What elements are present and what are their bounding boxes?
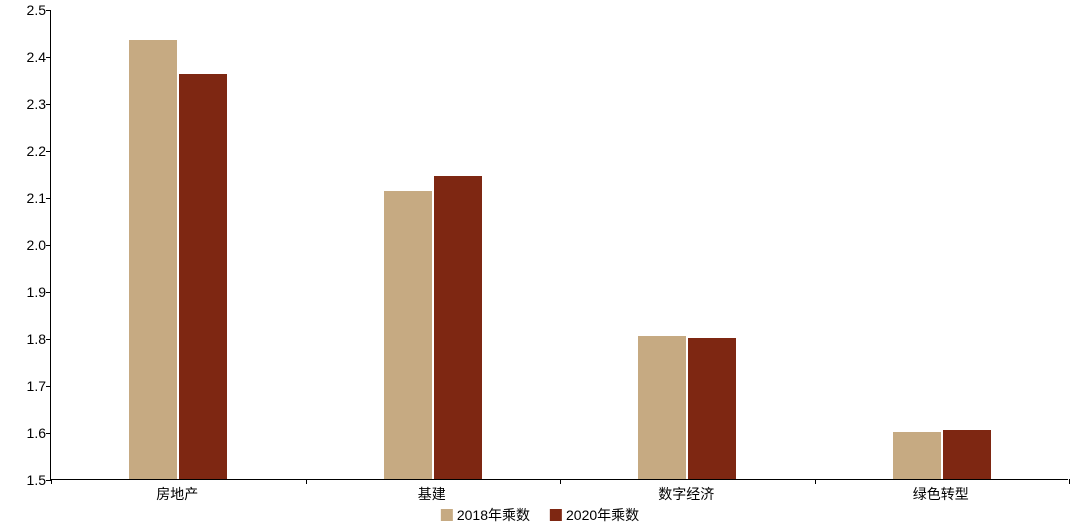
y-tick-mark [46,386,51,387]
y-tick-mark [46,151,51,152]
chart-container: 2018年乘数 2020年乘数 1.5 1.6 1.7 1.8 1.9 2.0 2.1 2.2 2… [0,0,1080,529]
x-tick-label: 数字经济 [658,484,714,504]
bar [129,40,177,479]
legend-swatch [550,509,562,521]
y-tick-mark [46,57,51,58]
legend-label: 2018年乘数 [457,505,530,525]
x-tick-mark [51,479,52,484]
bar [179,74,227,479]
x-tick-mark [1069,479,1070,484]
legend: 2018年乘数 2020年乘数 [441,505,639,525]
bar [943,430,991,479]
y-tick-mark [46,339,51,340]
y-tick-mark [46,245,51,246]
bar [893,432,941,479]
x-tick-mark [560,479,561,484]
bar [638,336,686,479]
legend-item: 2018年乘数 [441,505,530,525]
y-tick-mark [46,292,51,293]
legend-item: 2020年乘数 [550,505,639,525]
y-tick-label: 2.0 [27,237,46,253]
legend-label: 2020年乘数 [566,505,639,525]
x-tick-mark [306,479,307,484]
y-tick-mark [46,198,51,199]
y-tick-label: 1.5 [27,472,46,488]
bar [384,191,432,479]
x-tick-label: 房地产 [156,484,198,504]
y-tick-mark [46,10,51,11]
y-tick-mark [46,433,51,434]
x-tick-mark [815,479,816,484]
y-tick-label: 1.8 [27,331,46,347]
bar [434,176,482,479]
x-tick-label: 基建 [418,484,446,504]
y-tick-label: 1.6 [27,425,46,441]
legend-swatch [441,509,453,521]
plot-area [50,10,1068,480]
x-tick-label: 绿色转型 [913,484,969,504]
y-tick-label: 2.1 [27,190,46,206]
bar [688,338,736,479]
y-tick-label: 1.9 [27,284,46,300]
y-tick-mark [46,104,51,105]
y-tick-label: 2.3 [27,96,46,112]
y-tick-label: 2.5 [27,2,46,18]
y-tick-label: 2.4 [27,49,46,65]
y-tick-label: 2.2 [27,143,46,159]
y-tick-label: 1.7 [27,378,46,394]
